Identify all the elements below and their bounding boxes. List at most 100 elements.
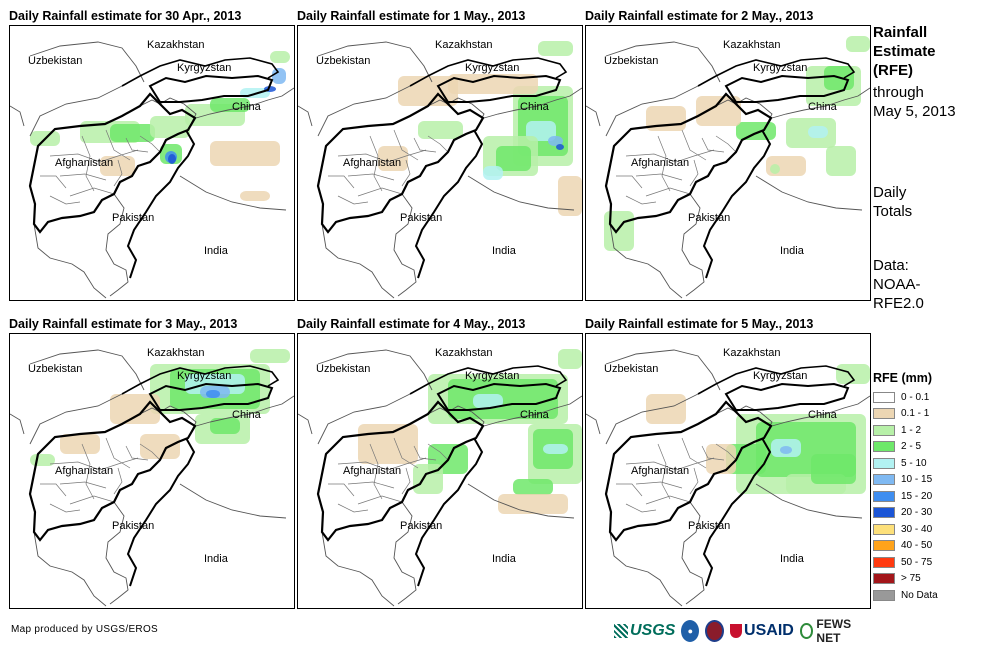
afghanistan-outline xyxy=(28,92,197,234)
legend-item: 2 - 5 xyxy=(873,439,973,456)
fews-globe-icon xyxy=(799,623,814,639)
country-border xyxy=(483,395,582,427)
rainfall-map: Kazakhstan Uzbekistan Kyrgyzstan China Afgha… xyxy=(585,333,871,609)
kyrgyzstan-outline xyxy=(436,382,562,411)
rainfall-patch xyxy=(770,164,780,174)
country-border xyxy=(681,193,705,297)
province-boundary xyxy=(125,445,149,461)
side-data-line: RFE2.0 xyxy=(873,295,924,312)
country-border xyxy=(605,349,721,391)
pakistan-india-border xyxy=(414,129,484,279)
province-boundary xyxy=(625,149,715,163)
country-border xyxy=(29,85,123,137)
kazakhstan-label: Kazakhstan xyxy=(723,347,780,359)
country-border xyxy=(29,41,145,83)
province-boundary xyxy=(635,173,683,181)
province-boundary xyxy=(69,495,115,505)
kyrgyzstan-outline xyxy=(148,74,274,103)
province-boundary xyxy=(69,187,115,197)
map-svg: Kazakhstan Uzbekistan Kyrgyzstan China Afgha… xyxy=(10,39,294,299)
rainfall-patch xyxy=(100,156,135,176)
rainfall-patch xyxy=(846,36,870,52)
pakistan-india-border xyxy=(702,437,772,587)
panel-title: Daily Rainfall estimate for 30 Apr., 201… xyxy=(9,9,242,23)
country-border xyxy=(105,193,129,297)
kazakhstan-border xyxy=(121,365,280,395)
rainfall-patch xyxy=(696,96,741,126)
province-boundary xyxy=(139,135,161,153)
rainfall-map: Kazakhstan Uzbekistan Kyrgyzstan China Afgha… xyxy=(9,25,295,301)
province-boundary xyxy=(427,135,449,153)
country-border xyxy=(321,531,395,607)
rainfall-patch xyxy=(558,349,582,369)
legend-item: 1 - 2 xyxy=(873,422,973,439)
side-through: through xyxy=(873,84,924,101)
legend-swatch xyxy=(873,507,895,519)
province-boundary xyxy=(625,457,715,471)
province-boundary xyxy=(427,443,449,461)
province-boundary xyxy=(369,443,383,500)
uzbekistan-label: Uzbekistan xyxy=(604,363,658,375)
province-boundary xyxy=(337,503,369,513)
rainfall-patch xyxy=(378,146,408,171)
province-boundary xyxy=(657,135,671,192)
country-border xyxy=(179,175,287,211)
province-boundary xyxy=(413,445,437,461)
pakistan-label: Pakistan xyxy=(112,212,154,224)
country-border xyxy=(393,501,417,605)
country-border xyxy=(715,97,773,131)
legend-item: 40 - 50 xyxy=(873,538,973,555)
side-title-line: Estimate xyxy=(873,43,936,60)
rainfall-patch xyxy=(168,154,176,164)
side-period: through May 5, 2013 xyxy=(873,83,956,121)
legend-swatch xyxy=(873,523,895,535)
province-boundary xyxy=(625,503,657,513)
rainfall-map: Kazakhstan Uzbekistan Kyrgyzstan China Afgha… xyxy=(9,333,295,609)
pakistan-india-border xyxy=(414,437,484,587)
province-boundary xyxy=(49,503,81,513)
legend-swatch xyxy=(873,474,895,486)
province-boundary xyxy=(49,457,139,471)
usaid-shield-icon xyxy=(730,624,743,638)
legend-label: No Data xyxy=(901,589,938,601)
province-boundary xyxy=(328,175,355,189)
rainfall-patch xyxy=(780,446,792,454)
legend-swatch xyxy=(873,391,895,403)
country-border xyxy=(298,413,313,435)
fews-logo-text: FEWS NET xyxy=(816,617,852,645)
province-boundary xyxy=(701,445,725,461)
side-data-line: NOAA- xyxy=(873,276,921,293)
legend-rows: 0 - 0.1 0.1 - 1 1 - 2 2 - 5 5 - 10 10 - 15 15 … xyxy=(873,389,973,604)
country-border xyxy=(755,175,863,211)
china-label: China xyxy=(808,409,838,421)
afghanistan-label: Afghanistan xyxy=(55,465,113,477)
legend-swatch xyxy=(873,408,895,420)
province-boundary xyxy=(59,173,107,181)
legend-swatch xyxy=(873,540,895,552)
rainfall-patch xyxy=(150,116,190,138)
legend-label: 15 - 20 xyxy=(901,490,933,502)
rainfall-patch xyxy=(808,126,828,138)
legend-label: 0.1 - 1 xyxy=(901,408,930,420)
kyrgyzstan-label: Kyrgyzstan xyxy=(465,370,519,382)
province-boundary xyxy=(681,437,707,469)
map-svg: Kazakhstan Uzbekistan Kyrgyzstan China Afgha… xyxy=(586,36,870,299)
legend-item: 0 - 0.1 xyxy=(873,389,973,406)
rainfall-patch xyxy=(358,424,418,464)
kazakhstan-border xyxy=(697,365,856,395)
india-label: India xyxy=(204,245,229,257)
legend-title: RFE (mm) xyxy=(873,371,933,385)
kyrgyzstan-label: Kyrgyzstan xyxy=(177,62,231,74)
rainfall-patch xyxy=(538,41,573,56)
legend-swatch xyxy=(873,490,895,502)
kazakhstan-label: Kazakhstan xyxy=(147,347,204,359)
side-title: Rainfall Estimate (RFE) xyxy=(873,23,936,80)
country-border xyxy=(33,531,107,607)
country-border xyxy=(605,393,699,445)
kazakhstan-label: Kazakhstan xyxy=(147,39,204,51)
country-border xyxy=(609,223,683,299)
side-daily: Daily Totals xyxy=(873,183,912,221)
province-boundary xyxy=(715,135,737,153)
rainfall-patch xyxy=(250,349,290,363)
legend: RFE (mm) 0 - 0.1 0.1 - 1 1 - 2 2 - 5 5 - 10 1… xyxy=(873,371,973,604)
